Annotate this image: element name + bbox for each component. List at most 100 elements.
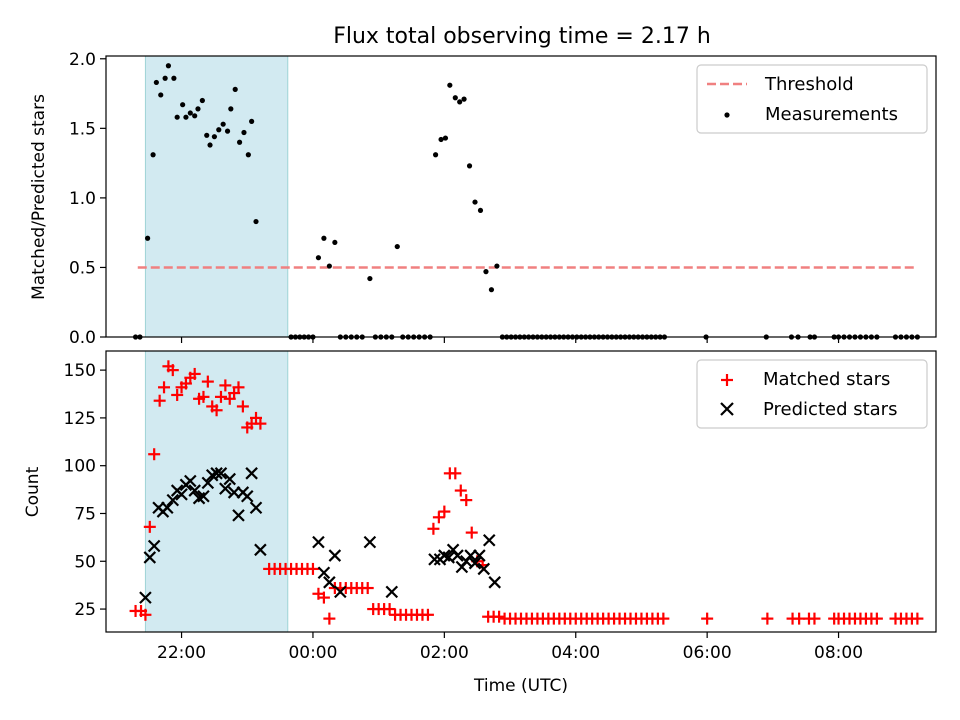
predicted-point (175, 488, 188, 501)
bottom-y-ticks: 25 50 75 100 125 150 (64, 361, 106, 620)
predicted-point (161, 501, 174, 515)
matched-point (493, 610, 506, 623)
measurement-point (145, 235, 151, 241)
x-tick-label: 04:00 (551, 643, 600, 663)
top-legend: Threshold Measurements (696, 64, 928, 134)
predicted-point (188, 484, 201, 497)
measurement-point (174, 114, 180, 120)
bottom-legend: Matched stars Predicted stars (696, 359, 928, 429)
matched-legend-label: Matched stars (763, 369, 890, 390)
predicted-point (363, 535, 377, 549)
matched-point (317, 591, 330, 604)
matched-point (197, 390, 210, 403)
matched-point (139, 608, 152, 621)
predicted-point (385, 585, 399, 599)
threshold-legend-label: Threshold (764, 74, 854, 95)
measurement-point (488, 287, 495, 293)
top-y-tick-label: 0.0 (69, 328, 96, 348)
matched-point (210, 404, 223, 417)
measurement-point (483, 269, 489, 275)
matched-point (158, 381, 171, 394)
top-shaded-span (144, 55, 289, 338)
measurement-point (204, 132, 210, 138)
measurement-point (211, 134, 218, 140)
predicted-point (249, 501, 263, 515)
matched-point (701, 612, 714, 625)
matched-point (236, 400, 249, 413)
measurement-point (165, 63, 172, 69)
measurement-point (447, 82, 453, 88)
top-shaded-span-rect (144, 55, 289, 338)
measurement-point (195, 106, 201, 112)
measurement-point (171, 75, 177, 81)
measurement-point (461, 96, 467, 102)
matched-point (361, 582, 374, 595)
measurement-point (150, 152, 156, 158)
predicted-point (147, 539, 161, 553)
top-panel: 0.00.51.01.52.0 Matched/Predicted stars … (29, 50, 937, 348)
bottom-y-tick-label: 100 (64, 457, 96, 477)
measurement-point (187, 110, 193, 116)
predicted-point (482, 533, 496, 547)
matched-point (201, 375, 214, 388)
matched-point (214, 390, 227, 403)
measurement-point (183, 114, 189, 120)
predicted-point (488, 576, 501, 589)
matched-point (254, 417, 267, 430)
top-y-tick-label: 1.0 (69, 189, 96, 209)
top-y-tick-label: 0.5 (69, 258, 96, 278)
predicted-point (210, 467, 223, 480)
bottom-legend-box (696, 359, 928, 429)
matched-point (219, 379, 232, 392)
measurement-point (438, 136, 444, 143)
bottom-axes-frame (105, 350, 937, 633)
predicted-point (254, 543, 267, 557)
bottom-y-tick-label: 50 (74, 552, 96, 572)
matched-point (188, 367, 201, 380)
matched-point (323, 612, 336, 625)
top-legend-box (696, 64, 928, 134)
measurement-point (253, 218, 259, 225)
measurement-point (466, 163, 473, 169)
bottom-y-tick-label: 150 (64, 361, 96, 381)
matched-point (454, 484, 467, 497)
measurement-point (321, 235, 327, 241)
predicted-legend-marker (720, 402, 734, 416)
matched-point (153, 394, 166, 407)
predicted-point (166, 493, 180, 507)
matched-point (171, 388, 184, 401)
measurement-point (153, 79, 159, 86)
matched-point (432, 511, 445, 524)
measurement-point (216, 127, 222, 133)
measurement-point (432, 152, 439, 158)
measurement-point (245, 152, 251, 158)
measurement-point (162, 75, 168, 81)
measurement-point (249, 118, 255, 124)
matched-point (383, 603, 396, 616)
measurement-point (232, 86, 238, 92)
predicted-point (477, 562, 491, 576)
predicted-point (428, 553, 441, 566)
predicted-legend-label: Predicted stars (763, 399, 897, 420)
matched-point (166, 364, 179, 377)
predicted-point (323, 576, 336, 589)
measurements-legend-label: Measurements (765, 104, 898, 125)
predicted-point (184, 474, 197, 488)
measurements-legend-marker (724, 112, 730, 118)
predicted-point (334, 585, 347, 599)
bottom-y-tick-label: 125 (64, 409, 96, 429)
measurement-point (477, 207, 484, 214)
matched-point (143, 520, 156, 533)
matched-point (427, 522, 440, 535)
top-y-axis-label: Matched/Predicted stars (29, 94, 49, 300)
predicted-stars-series (139, 467, 501, 604)
measurement-point (472, 199, 478, 205)
predicted-point (223, 472, 237, 486)
matched-point (911, 612, 924, 625)
x-tick-label: 08:00 (814, 643, 863, 663)
predicted-point (312, 535, 325, 549)
measurement-point (452, 95, 458, 101)
measurement-point (236, 139, 243, 145)
matched-point (421, 608, 434, 621)
